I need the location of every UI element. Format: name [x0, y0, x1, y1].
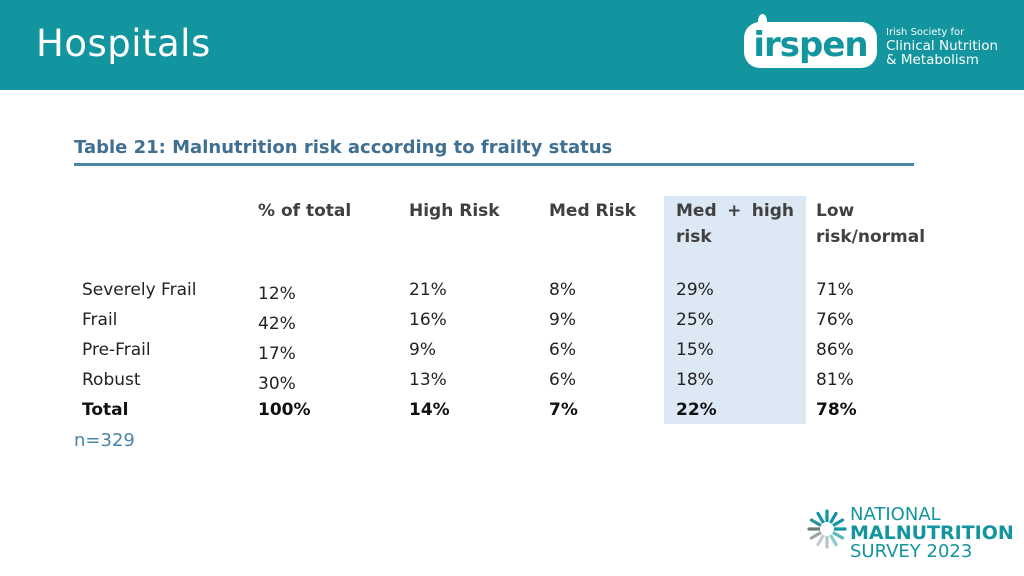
table-cell: 16%	[409, 310, 447, 330]
survey-logo: NATIONAL MALNUTRITION SURVEY 2023	[806, 506, 1016, 568]
col-header-med-high-risk: Med + high risk	[676, 201, 794, 247]
table-cell: 7%	[549, 400, 578, 420]
sample-size-note: n=329	[74, 430, 135, 451]
highlight-column	[664, 196, 806, 424]
logo-org-line3: & Metabolism	[886, 51, 979, 68]
col-header-high-risk: High Risk	[409, 201, 500, 221]
table-cell: 22%	[676, 400, 717, 420]
row-label-pre-frail: Pre-Frail	[82, 340, 151, 360]
table-cell: 6%	[549, 340, 576, 360]
table-cell: 78%	[816, 400, 857, 420]
table-cell: 86%	[816, 340, 854, 360]
irspen-logo: irspen	[744, 14, 877, 68]
table-cell: 8%	[549, 280, 576, 300]
col-header-pct-total: % of total	[258, 201, 352, 221]
col-header-low-risk: Low risk/normal	[816, 201, 926, 247]
page-title: Hospitals	[36, 22, 211, 65]
sunburst-icon	[807, 509, 847, 549]
logo-org-name: Irish Society for Clinical Nutrition & M…	[886, 27, 999, 68]
table-cell: 81%	[816, 370, 854, 390]
table-cell: 42%	[258, 314, 296, 334]
table-cell: 15%	[676, 340, 714, 360]
row-label-severely-frail: Severely Frail	[82, 280, 197, 300]
row-label-robust: Robust	[82, 370, 141, 390]
survey-logo-line1: NATIONAL	[850, 504, 941, 525]
logo-wordmark: irspen	[753, 25, 868, 65]
col-header-med-risk: Med Risk	[549, 201, 636, 221]
table-cell: 9%	[409, 340, 436, 360]
table-cell: 29%	[676, 280, 714, 300]
logo-org-line1: Irish Society for	[886, 27, 965, 38]
table-cell: 14%	[409, 400, 450, 420]
table-cell: 76%	[816, 310, 854, 330]
table-cell: 71%	[816, 280, 854, 300]
caption-divider	[74, 163, 914, 166]
survey-logo-line2: MALNUTRITION	[850, 522, 1014, 544]
row-label-frail: Frail	[82, 310, 118, 330]
table-cell: 100%	[258, 400, 311, 420]
header-bar: Hospitals irspen Irish Society for Clini…	[0, 0, 1024, 90]
survey-logo-line3: SURVEY 2023	[850, 541, 973, 562]
table-caption: Table 21: Malnutrition risk according to…	[74, 137, 613, 158]
logo-org-line2: Clinical Nutrition	[886, 37, 999, 54]
drop-icon	[758, 14, 767, 26]
table-cell: 17%	[258, 344, 296, 364]
table-cell: 13%	[409, 370, 447, 390]
table-cell: 9%	[549, 310, 576, 330]
row-label-total: Total	[82, 400, 129, 420]
table-cell: 18%	[676, 370, 714, 390]
table-cell: 6%	[549, 370, 576, 390]
table-cell: 25%	[676, 310, 714, 330]
table-cell: 12%	[258, 284, 296, 304]
table-cell: 30%	[258, 374, 296, 394]
survey-logo-text: NATIONAL MALNUTRITION SURVEY 2023	[850, 506, 1014, 561]
table-cell: 21%	[409, 280, 447, 300]
